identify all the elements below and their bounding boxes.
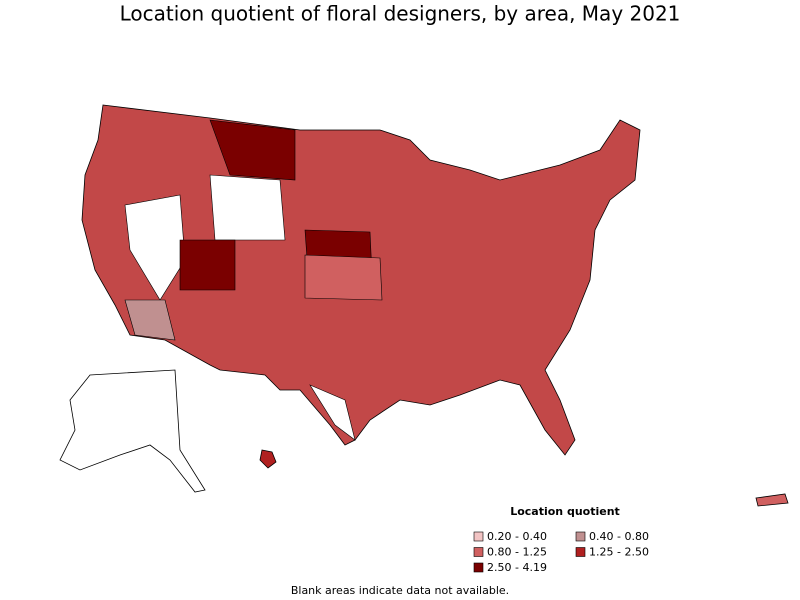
region — [209, 119, 296, 181]
legend-label: 1.25 - 2.50 — [589, 546, 649, 559]
legend: 0.20 - 0.40 0.40 - 0.80 0.80 - 1.25 1.25 - … — [473, 530, 649, 574]
alaska — [59, 369, 206, 493]
legend-swatch — [575, 547, 586, 557]
legend-label: 0.20 - 0.40 — [487, 530, 547, 543]
blank-area — [209, 174, 286, 241]
region — [124, 299, 176, 341]
legend-swatch — [575, 531, 586, 542]
legend-label: 0.40 - 0.80 — [589, 530, 649, 543]
hawaii — [259, 449, 277, 469]
map — [59, 104, 789, 507]
puerto-rico — [755, 493, 789, 507]
legend-swatch — [473, 562, 484, 573]
legend-label: 2.50 - 4.19 — [487, 561, 547, 574]
legend-swatch — [473, 547, 484, 557]
footnote: Blank areas indicate data not available. — [291, 584, 509, 597]
region — [304, 254, 383, 301]
legend-title: Location quotient — [510, 505, 620, 518]
blank-area — [309, 384, 356, 441]
region — [179, 239, 236, 291]
map-title: Location quotient of floral designers, b… — [120, 2, 681, 26]
legend-label: 0.80 - 1.25 — [487, 546, 547, 559]
legend-swatch — [473, 531, 484, 542]
blank-area — [124, 194, 186, 301]
